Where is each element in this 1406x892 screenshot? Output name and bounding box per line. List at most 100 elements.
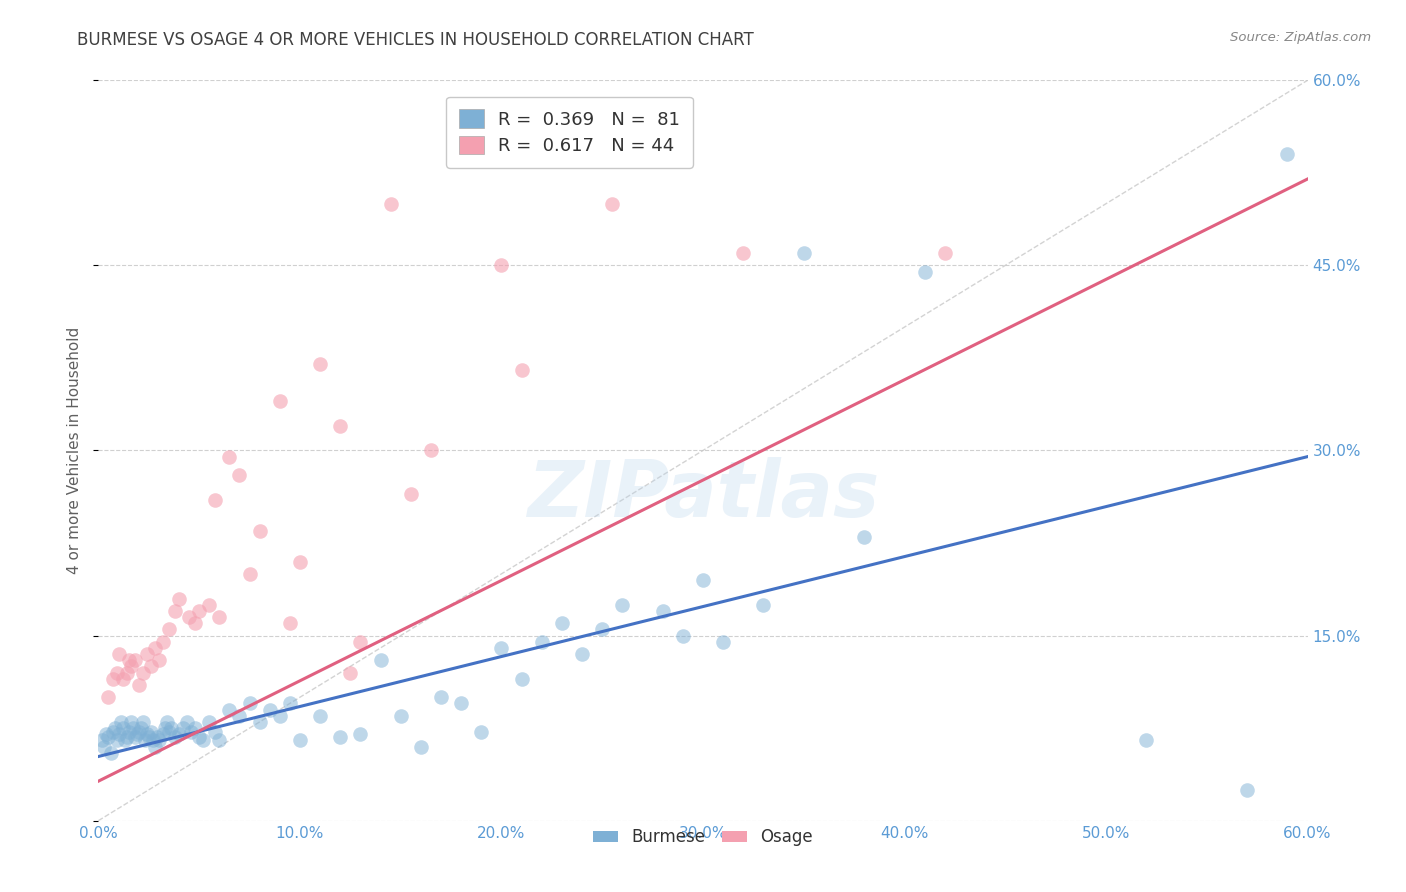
Point xyxy=(692,573,714,587)
Legend: Burmese, Osage: Burmese, Osage xyxy=(586,822,820,853)
Point xyxy=(208,610,231,624)
Point xyxy=(124,653,146,667)
Point xyxy=(269,708,291,723)
Point xyxy=(1277,147,1299,161)
Point xyxy=(470,724,492,739)
Point xyxy=(167,727,190,741)
Point xyxy=(329,418,352,433)
Point xyxy=(510,363,533,377)
Point xyxy=(349,634,371,648)
Point xyxy=(380,196,402,211)
Point xyxy=(309,708,332,723)
Point xyxy=(105,733,128,747)
Point xyxy=(551,616,574,631)
Point xyxy=(105,665,128,680)
Text: Source: ZipAtlas.com: Source: ZipAtlas.com xyxy=(1230,31,1371,45)
Point xyxy=(167,591,190,606)
Point xyxy=(491,258,513,272)
Point xyxy=(139,659,162,673)
Point xyxy=(103,721,125,735)
Point xyxy=(853,530,876,544)
Point xyxy=(733,246,755,260)
Point xyxy=(97,690,120,705)
Point xyxy=(128,678,150,692)
Point xyxy=(180,724,202,739)
Point xyxy=(107,647,129,661)
Point xyxy=(329,730,352,744)
Point xyxy=(288,555,311,569)
Point xyxy=(510,672,533,686)
Point xyxy=(269,394,291,409)
Text: ZIPatlas: ZIPatlas xyxy=(527,457,879,533)
Point xyxy=(128,724,150,739)
Point xyxy=(208,733,231,747)
Point xyxy=(101,724,124,739)
Point xyxy=(651,604,673,618)
Point xyxy=(163,604,186,618)
Point xyxy=(132,665,155,680)
Point xyxy=(228,468,250,483)
Point xyxy=(591,623,613,637)
Point xyxy=(278,697,301,711)
Point xyxy=(143,640,166,655)
Point xyxy=(176,714,198,729)
Point xyxy=(204,724,226,739)
Point xyxy=(193,733,215,747)
Point xyxy=(97,730,120,744)
Point xyxy=(612,598,634,612)
Point xyxy=(1135,733,1157,747)
Point xyxy=(134,733,156,747)
Point xyxy=(156,714,179,729)
Point xyxy=(124,730,146,744)
Point xyxy=(111,672,134,686)
Point xyxy=(163,730,186,744)
Point xyxy=(198,598,221,612)
Point xyxy=(135,727,157,741)
Point xyxy=(93,739,115,754)
Point xyxy=(370,653,392,667)
Point xyxy=(571,647,593,661)
Point xyxy=(711,634,734,648)
Point xyxy=(118,724,141,739)
Point xyxy=(491,640,513,655)
Point xyxy=(914,264,936,278)
Point xyxy=(409,739,432,754)
Point xyxy=(752,598,775,612)
Point xyxy=(450,697,472,711)
Point xyxy=(218,703,240,717)
Point xyxy=(96,727,118,741)
Point xyxy=(389,708,412,723)
Point xyxy=(129,721,152,735)
Point xyxy=(148,653,170,667)
Point xyxy=(430,690,453,705)
Point xyxy=(339,665,361,680)
Point xyxy=(278,616,301,631)
Point xyxy=(172,721,194,735)
Text: BURMESE VS OSAGE 4 OR MORE VEHICLES IN HOUSEHOLD CORRELATION CHART: BURMESE VS OSAGE 4 OR MORE VEHICLES IN H… xyxy=(77,31,754,49)
Point xyxy=(152,727,174,741)
Point xyxy=(420,443,443,458)
Point xyxy=(111,721,134,735)
Point xyxy=(153,721,176,735)
Point xyxy=(309,357,332,371)
Point xyxy=(934,246,956,260)
Point xyxy=(530,634,553,648)
Point xyxy=(157,724,180,739)
Point xyxy=(91,733,114,747)
Point xyxy=(142,733,165,747)
Point xyxy=(110,714,132,729)
Point xyxy=(218,450,240,464)
Point xyxy=(152,634,174,648)
Point xyxy=(198,714,221,729)
Point xyxy=(157,623,180,637)
Point xyxy=(143,739,166,754)
Point xyxy=(184,616,207,631)
Point xyxy=(121,721,143,735)
Point xyxy=(1236,782,1258,797)
Point xyxy=(120,659,142,673)
Point xyxy=(132,714,155,729)
Point xyxy=(399,486,422,500)
Point xyxy=(100,746,122,760)
Point xyxy=(148,733,170,747)
Point xyxy=(188,730,211,744)
